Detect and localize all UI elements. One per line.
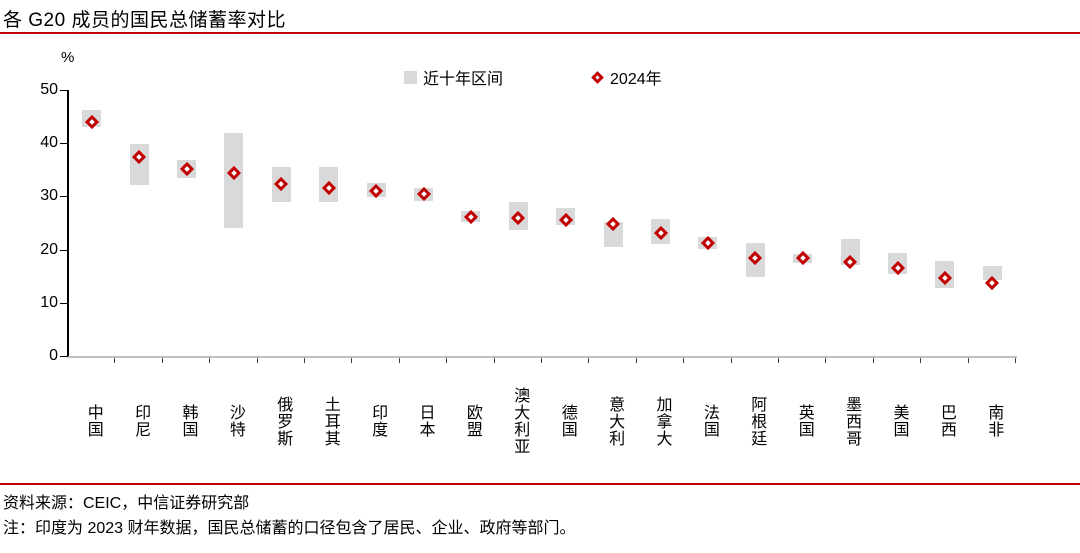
legend-range-label: 近十年区间 — [423, 71, 504, 88]
x-axis-tick — [161, 358, 163, 363]
x-axis-category-label: 南非 — [985, 404, 1003, 438]
x-axis-category-label: 印尼 — [132, 404, 150, 438]
x-axis-tick — [683, 358, 685, 363]
range-bar — [224, 132, 244, 229]
legend-item-range: 近十年区间 — [404, 65, 503, 89]
x-axis-tick — [493, 358, 495, 363]
plot-area: 0 10 20 30 40 50 — [40, 81, 1017, 364]
chart-title: 各 G20 成员的国民总储蓄率对比 — [3, 10, 286, 31]
y-axis-tick-label: 50 — [40, 81, 58, 98]
x-axis-tick — [541, 358, 542, 363]
x-axis-category-label: 德国 — [558, 404, 576, 438]
x-axis-category-label: 欧盟 — [463, 404, 481, 438]
footer-divider-rule — [0, 483, 1080, 485]
range-bar — [982, 266, 1002, 281]
x-axis-tick — [209, 358, 211, 363]
x-axis-category-label: 印度 — [369, 404, 387, 438]
legend-item-2024: 2024年 — [591, 65, 662, 89]
x-axis-category-label: 日本 — [416, 404, 434, 438]
y-axis-tick — [60, 356, 68, 357]
x-axis-category-label: 俄罗斯 — [274, 395, 292, 447]
x-axis-category-label: 韩国 — [179, 404, 197, 438]
data-note: 注：印度为 2023 财年数据，国民总储蓄的口径包含了居民、企业、政府等部门。 — [3, 520, 576, 537]
x-axis-tick — [114, 358, 116, 363]
x-axis-tick — [588, 358, 590, 363]
x-axis-tick — [304, 358, 305, 363]
x-axis-category-label: 美国 — [890, 404, 908, 438]
y-axis-tick — [60, 90, 68, 91]
x-axis-category-labels: 中国 印尼 韩国 沙特 俄罗斯 土耳其 印度 日本 欧盟 澳大利亚 德国 意大利 加拿大 法国 阿根廷 英国墨… — [68, 366, 1016, 478]
y-axis-tick-label: 0 — [49, 347, 58, 364]
x-axis-tick — [967, 358, 969, 363]
x-axis-category-label: 英国 — [795, 404, 813, 438]
x-axis-tick — [398, 358, 400, 363]
y-axis-tick-label: 20 — [40, 240, 58, 258]
y-axis-tick — [60, 143, 68, 145]
legend: 近十年区间 2024年 — [404, 65, 662, 89]
x-axis-category-label: 加拿大 — [653, 395, 671, 447]
x-axis-tick — [351, 358, 353, 363]
y-axis-tick — [60, 249, 68, 251]
x-axis-category-label: 阿根廷 — [748, 395, 766, 447]
y-axis-line — [67, 90, 69, 358]
x-axis-category-label: 墨西哥 — [843, 395, 861, 447]
legend-range-square-icon — [404, 70, 417, 84]
legend-diamond-icon — [591, 70, 604, 84]
x-axis-tick — [920, 358, 922, 363]
y-axis-tick — [60, 196, 68, 198]
legend-2024-label: 2024年 — [610, 71, 662, 88]
x-axis-category-label: 巴西 — [937, 404, 955, 438]
x-axis-tick — [635, 358, 637, 363]
x-axis-line — [67, 356, 1017, 358]
x-axis-tick — [730, 358, 732, 363]
x-axis-category-label: 土耳其 — [321, 395, 339, 447]
x-axis-category-label: 法国 — [700, 404, 718, 438]
y-axis-tick-label: 30 — [40, 187, 58, 205]
x-axis-tick — [1015, 358, 1016, 363]
x-axis-category-label: 沙特 — [226, 404, 244, 438]
x-axis-tick — [446, 358, 448, 363]
x-axis-category-label: 意大利 — [606, 395, 624, 447]
x-axis-tick — [872, 358, 874, 363]
y-axis-tick — [60, 302, 68, 304]
x-axis-category-label: 澳大利亚 — [511, 387, 529, 455]
y-axis-tick-label: 40 — [40, 134, 58, 152]
range-bar — [603, 221, 623, 247]
x-axis-category-label: 中国 — [84, 404, 102, 438]
x-axis-tick — [778, 358, 779, 363]
y-axis-unit-label: % — [61, 49, 75, 66]
x-axis-tick — [256, 358, 258, 363]
title-divider-rule — [0, 32, 1080, 34]
source-note: 资料来源：CEIC，中信证券研究部 — [3, 495, 250, 512]
y-axis-tick-label: 10 — [40, 293, 58, 311]
x-axis-tick — [825, 358, 827, 363]
